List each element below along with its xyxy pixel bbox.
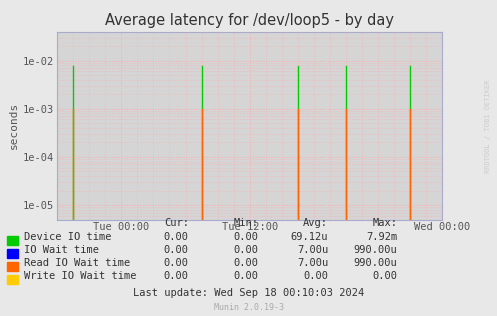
Text: 7.92m: 7.92m [366, 232, 398, 242]
Text: Max:: Max: [373, 218, 398, 228]
Text: Cur:: Cur: [164, 218, 189, 228]
Text: Avg:: Avg: [303, 218, 328, 228]
Text: 0.00: 0.00 [234, 258, 258, 268]
Text: 0.00: 0.00 [164, 258, 189, 268]
Text: Munin 2.0.19-3: Munin 2.0.19-3 [214, 303, 283, 312]
Title: Average latency for /dev/loop5 - by day: Average latency for /dev/loop5 - by day [105, 13, 394, 28]
Text: Device IO time: Device IO time [24, 232, 111, 242]
Text: Read IO Wait time: Read IO Wait time [24, 258, 130, 268]
Text: 0.00: 0.00 [303, 271, 328, 281]
Text: 7.00u: 7.00u [297, 258, 328, 268]
Text: 7.00u: 7.00u [297, 245, 328, 255]
Text: Min:: Min: [234, 218, 258, 228]
Text: IO Wait time: IO Wait time [24, 245, 99, 255]
Text: 0.00: 0.00 [164, 245, 189, 255]
Text: 0.00: 0.00 [164, 271, 189, 281]
Text: Last update: Wed Sep 18 00:10:03 2024: Last update: Wed Sep 18 00:10:03 2024 [133, 289, 364, 298]
Text: 0.00: 0.00 [234, 245, 258, 255]
Text: 0.00: 0.00 [234, 271, 258, 281]
Text: Write IO Wait time: Write IO Wait time [24, 271, 136, 281]
Text: 69.12u: 69.12u [291, 232, 328, 242]
Text: RRDTOOL / TOBI OETIKER: RRDTOOL / TOBI OETIKER [485, 80, 491, 173]
Text: 0.00: 0.00 [373, 271, 398, 281]
Text: 990.00u: 990.00u [354, 245, 398, 255]
Y-axis label: seconds: seconds [9, 102, 19, 149]
Text: 0.00: 0.00 [164, 232, 189, 242]
Text: 0.00: 0.00 [234, 232, 258, 242]
Text: 990.00u: 990.00u [354, 258, 398, 268]
